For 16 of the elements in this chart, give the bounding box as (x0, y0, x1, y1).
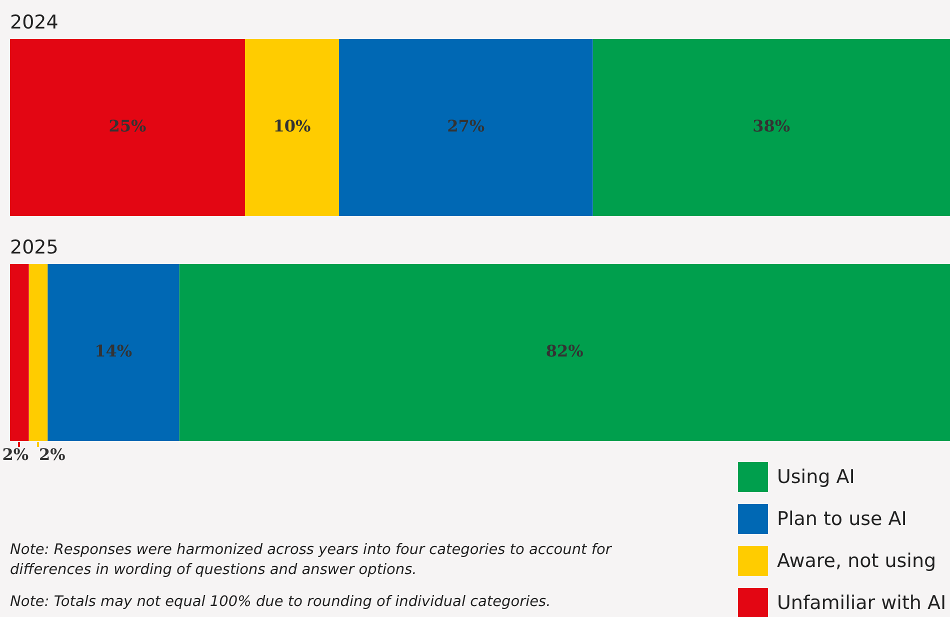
data-label: 14% (94, 342, 132, 361)
legend-label: Aware, not using (777, 550, 936, 572)
data-label: 10% (273, 116, 311, 136)
data-label: 82% (546, 342, 584, 361)
y-tick-label: 2024 (10, 11, 58, 34)
data-label: 2% (2, 445, 29, 464)
text: Note: Responses were harmonized across years into four categories to account for differences in wording of questions and answer options. (10, 541, 613, 580)
text: Note: Totals may not equal 100% due to rounding of individual categories. (10, 593, 552, 612)
legend-label: Using AI (777, 466, 855, 488)
y-tick-label: 2025 (10, 236, 58, 258)
data-label: 27% (447, 116, 485, 136)
data-label: 38% (752, 116, 790, 136)
legend-label: Unfamiliar with AI (777, 592, 946, 614)
legend-label: Plan to use AI (777, 508, 907, 530)
data-label: 25% (108, 116, 146, 136)
data-label: 2% (39, 445, 66, 464)
